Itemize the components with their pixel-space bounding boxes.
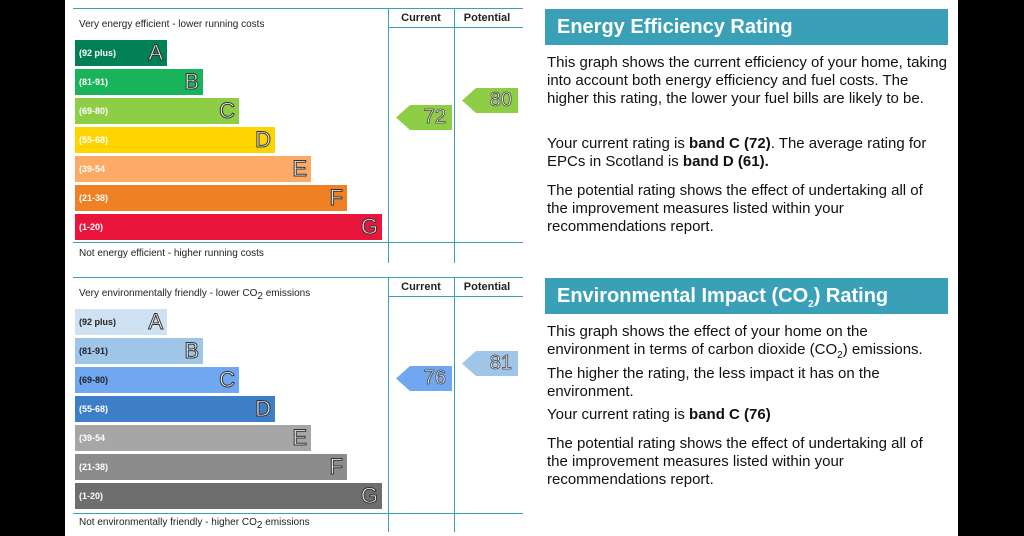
energy-paragraph-2: Your current rating is band C (72). The … bbox=[547, 135, 927, 170]
band-range-label: (1-20) bbox=[79, 222, 104, 232]
energy-band-e: (39-54 E bbox=[75, 156, 311, 182]
band-letter: F bbox=[329, 185, 343, 210]
environmental-impact-heading: Environmental Impact (CO2) Rating bbox=[545, 278, 948, 314]
env-top-label: Very environmentally friendly - lower CO… bbox=[79, 288, 311, 302]
env-band-d: (55-68) D bbox=[75, 396, 275, 422]
header-divider bbox=[388, 27, 523, 28]
energy-band-f: (21-38) F bbox=[75, 185, 347, 211]
band-letter: G bbox=[360, 483, 378, 508]
band-letter: C bbox=[219, 367, 236, 392]
energy-efficiency-chart: Very energy efficient - lower running co… bbox=[73, 8, 523, 263]
band-letter: D bbox=[255, 127, 272, 152]
band-letter: C bbox=[219, 98, 236, 123]
band-range-label: (1-20) bbox=[79, 491, 104, 501]
band-range-label: (39-54 bbox=[79, 164, 106, 174]
band-range-label: (92 plus) bbox=[79, 317, 117, 327]
env-paragraph-2: Your current rating is band C (76) bbox=[547, 406, 771, 423]
env-band-a: (92 plus) A bbox=[75, 309, 167, 335]
band-letter: B bbox=[184, 69, 200, 94]
current-column-header: Current bbox=[401, 12, 441, 24]
potential-column-divider bbox=[454, 9, 455, 263]
energy-paragraph-3: The potential rating shows the effect of… bbox=[547, 182, 923, 235]
env-paragraph-3: The potential rating shows the effect of… bbox=[547, 435, 923, 488]
band-range-label: (21-38) bbox=[79, 462, 109, 472]
env-bottom-label: Not environmentally friendly - higher CO… bbox=[79, 517, 310, 531]
band-range-label: (69-80) bbox=[79, 106, 109, 116]
band-range-label: (55-68) bbox=[79, 404, 109, 414]
band-range-label: (39-54 bbox=[79, 433, 106, 443]
env-band-f: (21-38) F bbox=[75, 454, 347, 480]
band-range-label: (81-91) bbox=[79, 77, 109, 87]
potential-column-divider bbox=[454, 278, 455, 532]
energy-band-d: (55-68) D bbox=[75, 127, 275, 153]
env-bottom-divider bbox=[73, 513, 523, 514]
env-current-arrow: 76 bbox=[396, 366, 452, 391]
env-band-g: (1-20) G bbox=[75, 483, 382, 509]
energy-current-arrow: 72 bbox=[396, 105, 452, 130]
band-letter: B bbox=[184, 338, 200, 363]
potential-column-header: Potential bbox=[463, 12, 511, 24]
energy-bottom-label: Not energy efficient - higher running co… bbox=[79, 248, 264, 259]
current-column-divider bbox=[388, 9, 389, 263]
environmental-impact-chart: Very environmentally friendly - lower CO… bbox=[73, 277, 523, 532]
band-letter: D bbox=[255, 396, 272, 421]
energy-bottom-divider bbox=[73, 242, 523, 243]
energy-band-g: (1-20) G bbox=[75, 214, 382, 240]
energy-efficiency-heading: Energy Efficiency Rating bbox=[545, 9, 948, 45]
energy-band-c: (69-80) C bbox=[75, 98, 239, 124]
header-divider bbox=[388, 296, 523, 297]
epc-sheet: Very energy efficient - lower running co… bbox=[65, 0, 958, 536]
energy-current-value: 72 bbox=[423, 106, 446, 129]
energy-top-label: Very energy efficient - lower running co… bbox=[79, 19, 265, 30]
env-band-b: (81-91) B bbox=[75, 338, 203, 364]
energy-paragraph-1: This graph shows the current efficiency … bbox=[547, 54, 947, 107]
band-range-label: (69-80) bbox=[79, 375, 109, 385]
energy-efficiency-panel: Energy Efficiency Rating This graph show… bbox=[545, 9, 948, 235]
band-range-label: (81-91) bbox=[79, 346, 109, 356]
current-column-divider bbox=[388, 278, 389, 532]
energy-potential-value: 80 bbox=[489, 89, 512, 112]
band-letter: E bbox=[292, 425, 308, 450]
band-letter: E bbox=[292, 156, 308, 181]
energy-band-a: (92 plus) A bbox=[75, 40, 167, 66]
env-current-value: 76 bbox=[423, 367, 446, 390]
env-paragraph-1: This graph shows the effect of your home… bbox=[547, 323, 923, 400]
band-range-label: (21-38) bbox=[79, 193, 109, 203]
current-column-header: Current bbox=[401, 281, 441, 293]
environmental-impact-panel: Environmental Impact (CO2) Rating This g… bbox=[545, 278, 948, 488]
env-band-c: (69-80) C bbox=[75, 367, 239, 393]
energy-potential-arrow: 80 bbox=[462, 88, 518, 113]
env-potential-arrow: 81 bbox=[462, 351, 518, 376]
potential-column-header: Potential bbox=[463, 281, 511, 293]
band-letter: F bbox=[329, 454, 343, 479]
band-letter: A bbox=[148, 309, 164, 334]
env-potential-value: 81 bbox=[489, 352, 512, 375]
band-letter: G bbox=[360, 214, 378, 239]
energy-band-b: (81-91) B bbox=[75, 69, 203, 95]
env-band-e: (39-54 E bbox=[75, 425, 311, 451]
band-range-label: (92 plus) bbox=[79, 48, 117, 58]
band-range-label: (55-68) bbox=[79, 135, 109, 145]
band-letter: A bbox=[148, 40, 164, 65]
